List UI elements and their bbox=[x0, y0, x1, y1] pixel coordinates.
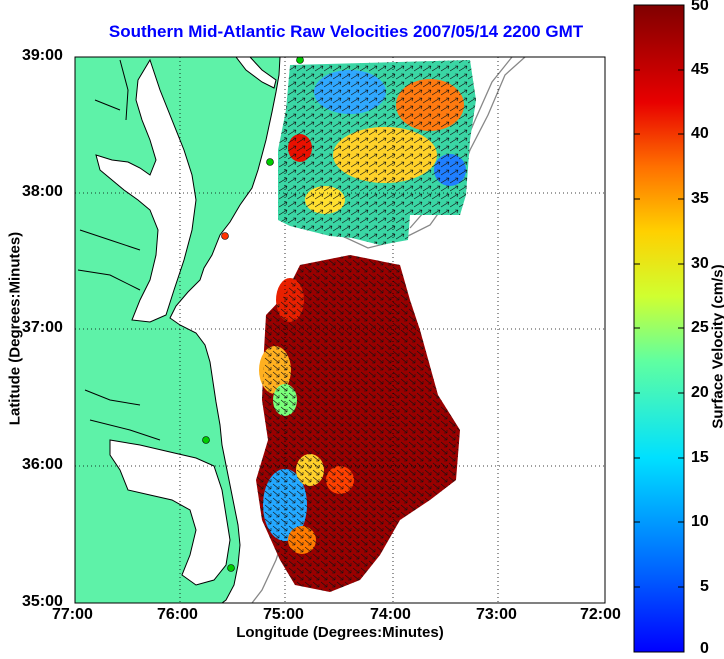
colorbar-label: Surface Velocity (cm/s) bbox=[709, 264, 724, 429]
ytick-label: 38:00 bbox=[22, 183, 63, 200]
map-title: Southern Mid-Atlantic Raw Velocities 200… bbox=[108, 22, 584, 41]
station-marker bbox=[227, 564, 235, 572]
chesapeake-bay bbox=[95, 58, 197, 323]
delaware-bay bbox=[235, 57, 277, 89]
grid-lines bbox=[75, 57, 605, 603]
ytick-label: 37:00 bbox=[22, 319, 63, 336]
ytick-label: 36:00 bbox=[22, 456, 63, 473]
xtick-label: 73:00 bbox=[476, 606, 517, 623]
station-marker bbox=[296, 57, 304, 64]
xtick-label: 75:00 bbox=[263, 606, 304, 623]
colorbar-tick-label: 5 bbox=[700, 578, 709, 595]
colorbar-tick-label: 15 bbox=[691, 449, 709, 466]
xtick-label: 74:00 bbox=[370, 606, 411, 623]
colorbar-tick-label: 0 bbox=[700, 640, 709, 657]
station-marker bbox=[202, 436, 210, 444]
colorbar bbox=[633, 4, 685, 653]
colorbar-tick-label: 45 bbox=[691, 61, 709, 78]
colorbar-tick-label: 40 bbox=[691, 125, 709, 142]
colorbar-ticks bbox=[634, 69, 684, 588]
xtick-label: 76:00 bbox=[157, 606, 198, 623]
xtick-label: 77:00 bbox=[52, 606, 93, 623]
river-lines bbox=[77, 59, 161, 441]
station-marker bbox=[266, 158, 274, 166]
colorbar-tick-label: 30 bbox=[691, 255, 709, 272]
colorbar-tick-label: 50 bbox=[691, 0, 709, 14]
station-marker bbox=[221, 232, 229, 240]
xtick-label: 72:00 bbox=[580, 606, 621, 623]
colorbar-tick-label: 35 bbox=[691, 190, 709, 207]
colorbar-tick-label: 25 bbox=[691, 319, 709, 336]
colorbar-tick-label: 20 bbox=[691, 384, 709, 401]
y-axis-label: Latitude (Degrees:Minutes) bbox=[6, 231, 24, 426]
pamlico-sound bbox=[109, 439, 231, 586]
velocity-field-south bbox=[256, 255, 460, 592]
ytick-label: 35:00 bbox=[22, 593, 63, 610]
colorbar-tick-label: 10 bbox=[691, 513, 709, 530]
velocity-field-north bbox=[278, 60, 476, 245]
ytick-label: 39:00 bbox=[22, 47, 63, 64]
x-axis-label: Longitude (Degrees:Minutes) bbox=[236, 624, 444, 641]
